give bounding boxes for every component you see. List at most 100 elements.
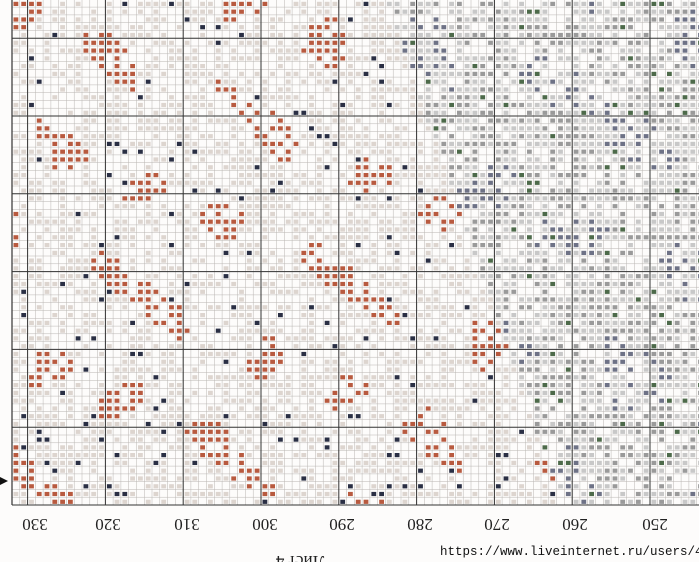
stitch: [52, 165, 58, 170]
stitch: [285, 134, 291, 139]
stitch: [239, 9, 244, 14]
stitch: [379, 235, 384, 240]
stitch: [254, 188, 260, 193]
stitch: [153, 289, 159, 294]
stitch: [612, 141, 618, 146]
stitch: [410, 87, 416, 92]
stitch: [581, 40, 587, 45]
stitch: [75, 219, 81, 224]
stitch: [68, 453, 73, 458]
stitch: [628, 17, 633, 22]
stitch: [340, 499, 346, 504]
stitch: [589, 188, 594, 193]
stitch: [355, 235, 361, 240]
stitch: [573, 157, 579, 162]
stitch: [449, 266, 454, 271]
stitch: [651, 453, 657, 458]
stitch: [254, 375, 260, 380]
stitch: [635, 344, 641, 349]
stitch: [223, 1, 229, 6]
stitch: [231, 95, 237, 100]
stitch: [495, 468, 501, 473]
stitch: [301, 437, 307, 442]
stitch: [410, 141, 416, 146]
stitch: [643, 289, 649, 294]
stitch: [472, 437, 478, 442]
stitch: [231, 305, 237, 310]
stitch: [519, 180, 524, 185]
stitch: [36, 141, 42, 146]
stitch: [99, 48, 104, 53]
stitch: [363, 9, 369, 14]
stitch: [534, 48, 540, 53]
stitch: [635, 499, 641, 504]
stitch: [488, 219, 493, 224]
stitch: [565, 484, 571, 489]
stitch: [386, 468, 392, 473]
stitch: [410, 32, 416, 38]
column-number: 260: [562, 515, 588, 534]
stitch: [278, 126, 283, 131]
stitch: [293, 468, 299, 473]
stitch: [348, 71, 353, 76]
stitch: [402, 390, 408, 395]
stitch: [239, 243, 244, 248]
stitch: [21, 17, 27, 22]
stitch: [192, 421, 198, 427]
stitch: [495, 398, 501, 403]
stitch: [628, 110, 633, 115]
stitch: [573, 102, 579, 108]
stitch: [371, 17, 377, 22]
stitch: [565, 32, 571, 38]
stitch: [114, 64, 120, 69]
stitch: [690, 468, 696, 473]
stitch: [597, 460, 602, 465]
stitch: [371, 258, 377, 263]
stitch: [215, 305, 221, 310]
stitch: [690, 211, 696, 217]
stitch: [192, 258, 198, 263]
stitch: [667, 110, 672, 115]
stitch: [511, 460, 517, 465]
stitch: [386, 180, 392, 185]
stitch: [114, 48, 120, 53]
stitch: [340, 414, 346, 419]
stitch: [169, 173, 174, 178]
stitch: [659, 351, 664, 357]
stitch: [36, 328, 42, 333]
stitch: [620, 390, 626, 395]
stitch: [519, 173, 524, 178]
stitch: [145, 398, 151, 403]
stitch: [659, 219, 664, 224]
stitch: [285, 305, 291, 310]
stitch: [503, 383, 509, 388]
stitch: [254, 305, 260, 310]
stitch: [472, 491, 478, 497]
stitch: [457, 468, 462, 473]
stitch: [441, 313, 447, 318]
stitch: [573, 87, 579, 92]
stitch: [659, 383, 664, 388]
stitch: [651, 491, 657, 497]
stitch: [433, 266, 439, 271]
stitch: [13, 40, 19, 45]
stitch: [13, 289, 19, 294]
stitch: [488, 414, 493, 419]
stitch: [192, 56, 198, 61]
stitch: [565, 227, 571, 232]
stitch: [340, 227, 346, 232]
stitch: [239, 110, 244, 115]
stitch: [589, 390, 594, 395]
stitch: [184, 414, 190, 419]
stitch: [511, 48, 517, 53]
stitch: [651, 1, 657, 6]
stitch: [348, 266, 353, 271]
stitch: [495, 484, 501, 489]
stitch: [674, 491, 680, 497]
stitch: [138, 196, 143, 201]
stitch: [301, 79, 307, 84]
stitch: [316, 110, 322, 115]
stitch: [114, 437, 120, 442]
stitch: [589, 243, 594, 248]
stitch: [145, 258, 151, 263]
